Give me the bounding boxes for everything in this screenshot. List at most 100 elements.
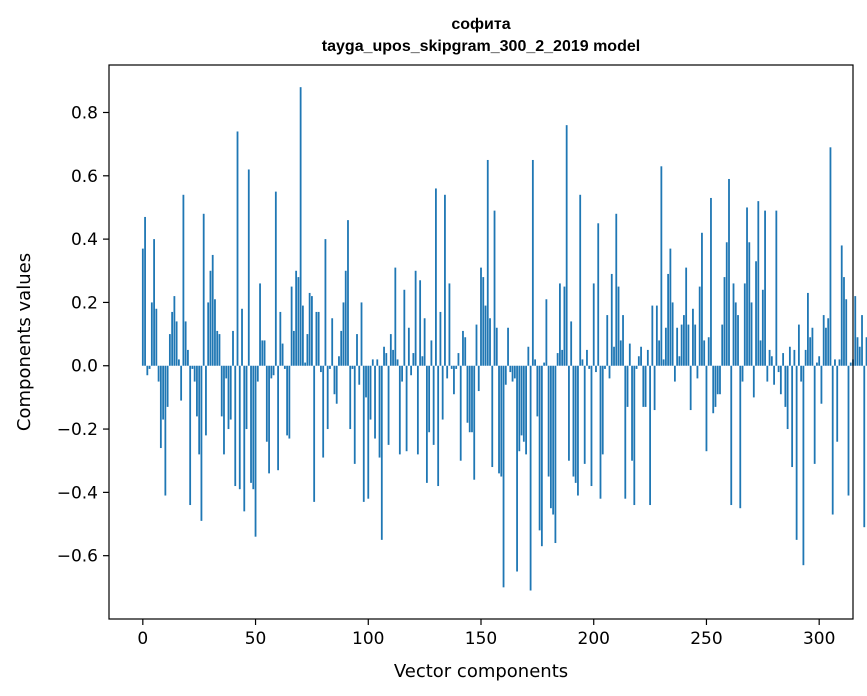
y-tick-label: −0.6 [57,547,98,567]
bar-199 [590,365,593,487]
bar-234 [669,248,672,366]
bar-22 [191,365,194,369]
bar-123 [419,280,422,366]
bar-204 [601,365,604,455]
bar-88 [340,330,343,366]
bar-299 [816,362,818,366]
bar-184 [556,353,559,366]
bar-64 [286,365,289,436]
bar-154 [489,318,491,366]
bar-137 [450,365,453,369]
bar-223 [644,365,647,407]
bar-314 [849,362,852,366]
bar-313 [847,365,850,496]
bar-158 [498,365,500,474]
bar-187 [563,286,566,366]
bar-293 [802,365,805,566]
bar-0 [141,248,144,366]
bar-266 [741,365,744,382]
bar-30 [209,270,212,366]
bar-156 [493,210,496,366]
bar-62 [281,343,284,366]
bar-245 [694,324,697,366]
bar-99 [365,365,367,398]
bar-182 [552,365,555,515]
bar-105 [378,365,381,458]
bar-87 [338,356,340,366]
bar-119 [410,365,413,376]
bar-258 [723,277,726,366]
bar-320 [863,365,866,528]
bar-95 [356,334,358,366]
bar-45 [243,365,246,512]
bar-1 [144,216,146,366]
bar-84 [331,318,334,366]
bar-175 [536,365,539,417]
bar-238 [678,356,681,366]
bar-153 [486,159,489,366]
bar-231 [662,359,665,366]
bar-253 [712,365,715,414]
bar-138 [453,365,455,395]
bar-309 [838,359,841,366]
bar-310 [840,245,843,366]
x-tick-label: 150 [465,629,497,649]
bar-268 [746,207,748,366]
bar-183 [554,365,557,544]
bar-120 [412,353,415,366]
bar-135 [446,365,449,379]
bar-252 [710,197,712,366]
bar-254 [714,365,717,407]
x-tick-label: 50 [245,629,267,649]
bar-166 [516,365,518,572]
bar-284 [782,353,785,366]
bar-55 [265,365,268,442]
bar-181 [549,365,552,509]
bar-259 [725,242,728,366]
bar-17 [180,365,183,401]
bar-171 [527,346,530,366]
bar-6 [155,308,158,366]
bar-117 [405,365,408,452]
bar-144 [466,365,469,423]
bar-112 [394,267,397,366]
bar-189 [568,365,570,461]
bar-series [141,87,867,591]
bar-205 [604,365,606,369]
bar-86 [335,365,338,404]
x-tick-label: 0 [137,629,148,649]
bar-249 [703,340,706,366]
bar-102 [371,359,374,366]
bar-14 [173,296,176,366]
bar-276 [764,210,766,366]
bar-228 [655,305,658,366]
bar-80 [322,365,325,458]
bar-128 [430,340,433,366]
bar-145 [468,365,471,433]
bar-265 [739,365,742,509]
bar-200 [592,283,595,366]
bar-305 [829,147,832,366]
bar-281 [775,210,778,366]
bar-304 [827,318,830,366]
bar-155 [491,365,494,468]
bar-31 [211,254,214,366]
bar-36 [223,365,225,455]
bar-283 [779,365,782,395]
bar-13 [171,311,174,366]
bar-262 [732,283,735,366]
bar-296 [809,337,812,366]
bar-51 [256,365,259,382]
x-tick-label: 300 [803,629,835,649]
chart-subtitle: tayga_upos_skipgram_300_2_2019 model [322,38,640,55]
bar-163 [509,365,512,373]
bar-193 [577,365,579,496]
bar-236 [673,365,676,382]
bar-152 [484,305,487,366]
bar-24 [196,365,198,417]
bar-188 [565,125,568,366]
bar-63 [283,365,286,369]
bar-303 [825,327,827,366]
bar-177 [540,365,543,547]
